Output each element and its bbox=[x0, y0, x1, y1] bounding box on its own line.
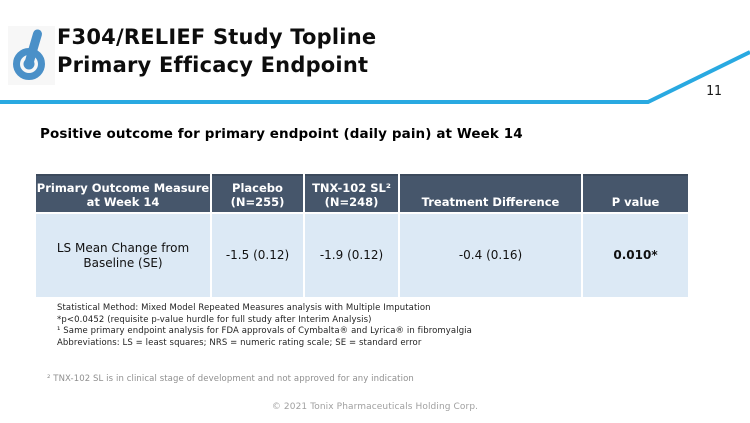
footnotes: Statistical Method: Mixed Model Repeated… bbox=[57, 303, 472, 349]
table-column-treatment-difference: Treatment Difference -0.4 (0.16) bbox=[400, 174, 581, 297]
slide-subtitle: Positive outcome for primary endpoint (d… bbox=[40, 126, 523, 142]
results-table: Primary Outcome Measure at Week 14 LS Me… bbox=[36, 174, 688, 297]
column-header: Placebo (N=255) bbox=[212, 174, 303, 212]
table-cell: LS Mean Change from Baseline (SE) bbox=[36, 214, 210, 297]
table-cell: -0.4 (0.16) bbox=[400, 214, 581, 297]
table-column-placebo: Placebo (N=255) -1.5 (0.12) bbox=[212, 174, 303, 297]
footnote-line: Statistical Method: Mixed Model Repeated… bbox=[57, 303, 431, 313]
table-column-p-value: P value 0.010* bbox=[583, 174, 688, 297]
column-header: Primary Outcome Measure at Week 14 bbox=[36, 174, 210, 212]
slide-title: F304/RELIEF Study Topline Primary Effica… bbox=[57, 25, 377, 77]
table-column-tnx-102: TNX-102 SL² (N=248) -1.9 (0.12) bbox=[305, 174, 398, 297]
column-header: Treatment Difference bbox=[400, 174, 581, 212]
table-cell: -1.9 (0.12) bbox=[305, 214, 398, 297]
column-header: TNX-102 SL² (N=248) bbox=[305, 174, 398, 212]
column-header: P value bbox=[583, 174, 688, 212]
development-disclaimer: ² TNX-102 SL is in clinical stage of dev… bbox=[47, 374, 414, 384]
footnote-line: Abbreviations: LS = least squares; NRS =… bbox=[57, 337, 422, 348]
table-column-outcome-measure: Primary Outcome Measure at Week 14 LS Me… bbox=[36, 174, 210, 297]
footnote-line: ¹ Same primary endpoint analysis for FDA… bbox=[57, 326, 472, 337]
tonix-logo bbox=[8, 26, 55, 85]
table-cell: -1.5 (0.12) bbox=[212, 214, 303, 297]
page-number: 11 bbox=[706, 84, 722, 99]
table-cell-p-value: 0.010* bbox=[583, 214, 688, 297]
footnote-line: *p<0.0452 (requisite p-value hurdle for … bbox=[57, 314, 372, 325]
power-button-icon bbox=[8, 29, 55, 89]
copyright-notice: © 2021 Tonix Pharmaceuticals Holding Cor… bbox=[271, 402, 479, 412]
